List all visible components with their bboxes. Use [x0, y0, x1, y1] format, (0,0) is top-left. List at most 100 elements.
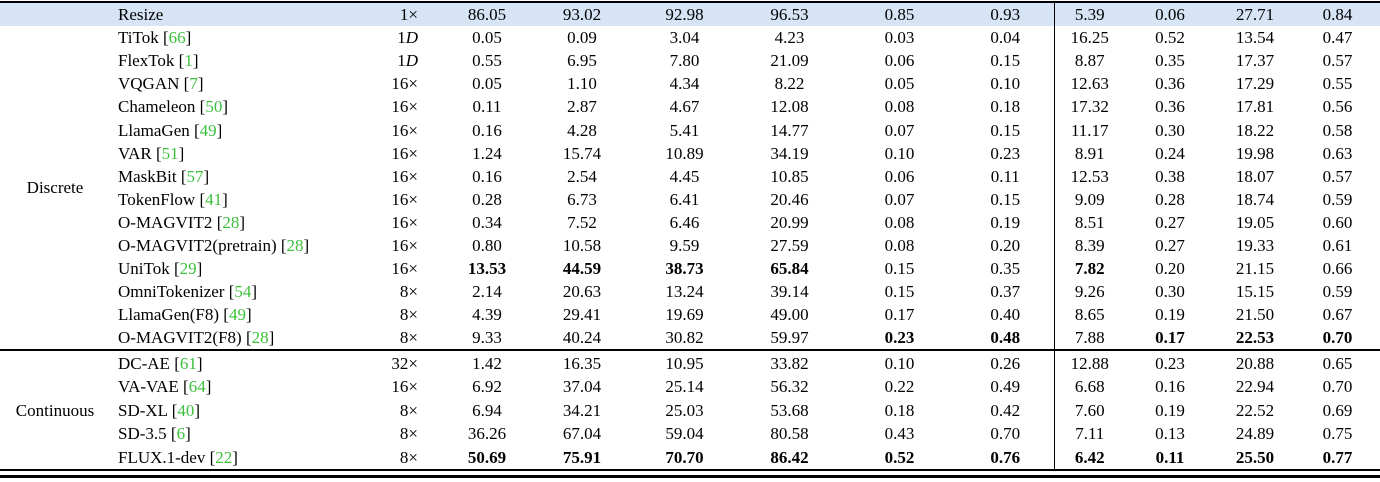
value-cell: 93.02	[532, 3, 632, 27]
value-cell: 0.06	[1125, 3, 1215, 27]
citation-link[interactable]: 28	[251, 328, 269, 348]
table-row: LlamaGen [49] 16× 0.16 4.28 5.41 14.77 0.07 0.1…	[0, 118, 1380, 142]
table-row: SD-XL [40] 8× 6.94 34.21 25.03 53.68 0.18 0.42 7…	[0, 398, 1380, 422]
citation-link[interactable]: 40	[177, 400, 195, 420]
value-cell: 2.14	[472, 282, 502, 302]
value-cell: 22.53	[1235, 328, 1275, 348]
table-row: O-MAGVIT2 [28] 16× 0.34 7.52 6.46 20.99 0.08 0.…	[0, 210, 1380, 234]
value-cell: 0.17	[1155, 328, 1185, 348]
table-row: TokenFlow [41] 16× 0.28 6.73 6.41 20.46 0.07 0.…	[0, 187, 1380, 211]
value-cell: 0.09	[567, 28, 597, 48]
citation-link[interactable]: 49	[199, 120, 217, 140]
value-cell: 6.41	[669, 189, 700, 209]
value-cell: 0.23	[990, 143, 1021, 163]
ratio-cell: 16×	[391, 97, 418, 117]
value-cell: 0.11	[990, 166, 1020, 186]
value-cell: 0.10	[842, 349, 957, 375]
value-cell: 0.49	[990, 377, 1021, 397]
value-cell: 38.73	[665, 259, 704, 279]
citation-link[interactable]: 28	[286, 235, 304, 255]
citation-link[interactable]: 28	[222, 212, 240, 232]
citation-link[interactable]: 1	[184, 51, 193, 71]
method-cell: UniTok [29]	[118, 259, 203, 279]
value-cell: 5.39	[1053, 3, 1125, 27]
table-row: FLUX.1-dev [22] 8× 50.69 75.91 70.70 86.42 0.5…	[0, 445, 1380, 469]
value-cell: 9.26	[1053, 280, 1125, 304]
value-cell: 0.60	[1322, 212, 1353, 232]
value-cell: 39.14	[770, 282, 809, 302]
value-cell: 40.24	[562, 328, 602, 348]
method-cell: TiTok [66]	[118, 28, 192, 48]
value-cell: 27.71	[1215, 3, 1295, 27]
ratio-cell: 8×	[399, 447, 418, 467]
citation-link[interactable]: 22	[215, 447, 233, 467]
method-cell: O-MAGVIT2 [28]	[118, 212, 246, 232]
value-cell: 7.82	[1053, 257, 1125, 281]
value-cell: 4.23	[774, 28, 805, 48]
value-cell: 3.04	[669, 28, 700, 48]
citation-link[interactable]: 61	[179, 353, 197, 373]
value-cell: 6.95	[567, 51, 597, 71]
value-cell: 13.53	[467, 259, 507, 279]
citation-link[interactable]: 6	[176, 424, 186, 444]
value-cell: 17.32	[1053, 95, 1125, 119]
value-cell: 20.46	[770, 189, 809, 209]
method-name: TokenFlow	[118, 189, 196, 209]
method-cell: VQGAN [7]	[118, 74, 204, 94]
table-bottom-rule-inner	[0, 474, 1380, 478]
value-cell: 0.13	[1155, 424, 1185, 444]
value-cell: 6.94	[472, 400, 502, 420]
method-cell: O-MAGVIT2(F8) [28]	[118, 328, 275, 348]
value-cell: 0.03	[884, 28, 915, 48]
method-cell: Resize	[110, 3, 382, 27]
citation-link[interactable]: 51	[161, 143, 179, 163]
ratio-cell: 8×	[399, 424, 418, 444]
value-cell: 0.10	[990, 74, 1021, 94]
citation-link[interactable]: 49	[228, 305, 246, 325]
value-cell: 0.05	[884, 74, 915, 94]
table-row: OmniTokenizer [54] 8× 2.14 20.63 13.24 39.14 0…	[0, 280, 1380, 304]
ratio-cell: 16×	[391, 166, 418, 186]
method-name: Chameleon	[118, 97, 196, 117]
value-cell: 0.42	[990, 400, 1021, 420]
method-name: LlamaGen(F8)	[118, 305, 220, 325]
method-cell: LlamaGen(F8) [49]	[118, 305, 252, 325]
value-cell: 18.07	[1235, 166, 1275, 186]
citation-link[interactable]: 7	[189, 74, 198, 94]
value-cell: 0.20	[990, 235, 1021, 255]
value-cell: 0.05	[472, 74, 502, 94]
method-name: TiTok	[118, 28, 159, 48]
value-cell: 25.03	[665, 400, 704, 420]
value-cell: 0.59	[1322, 282, 1353, 302]
value-cell: 20.99	[770, 212, 809, 232]
value-cell: 21.50	[1235, 305, 1275, 325]
value-cell: 4.39	[472, 305, 502, 325]
ratio-cell: 8×	[399, 328, 418, 348]
ratio-cell: 8×	[399, 305, 418, 325]
citation-link[interactable]: 29	[179, 259, 197, 279]
citation-link[interactable]: 66	[168, 28, 186, 48]
value-cell: 59.04	[665, 424, 704, 444]
table-row: LlamaGen(F8) [49] 8× 4.39 29.41 19.69 49.00 0.…	[0, 303, 1380, 327]
value-cell: 0.15	[990, 51, 1021, 71]
value-cell: 6.68	[1053, 374, 1125, 399]
citation-link[interactable]: 57	[186, 166, 204, 186]
value-cell: 13.24	[665, 282, 704, 302]
table-row: Continuous DC-AE [61] 32× 1.42 16.35 10.95 33.…	[0, 349, 1380, 469]
value-cell: 6.92	[472, 377, 502, 397]
method-cell: Chameleon [50]	[118, 97, 229, 117]
value-cell: 0.28	[1155, 189, 1185, 209]
citation-link[interactable]: 50	[205, 97, 223, 117]
ratio-cell: 16×	[391, 259, 418, 279]
value-cell: 22.94	[1235, 377, 1275, 397]
ratio-cell: 16×	[391, 235, 418, 255]
value-cell: 18.74	[1235, 189, 1275, 209]
value-cell: 10.89	[665, 143, 704, 163]
table-row: SD-3.5 [6] 8× 36.26 67.04 59.04 80.58 0.43 0.70…	[0, 421, 1380, 446]
citation-link[interactable]: 64	[188, 377, 206, 397]
citation-link[interactable]: 54	[234, 282, 252, 302]
value-cell: 0.37	[990, 282, 1021, 302]
citation-link[interactable]: 41	[205, 189, 223, 209]
value-cell: 0.84	[1295, 3, 1380, 27]
value-cell: 0.65	[1295, 349, 1380, 375]
